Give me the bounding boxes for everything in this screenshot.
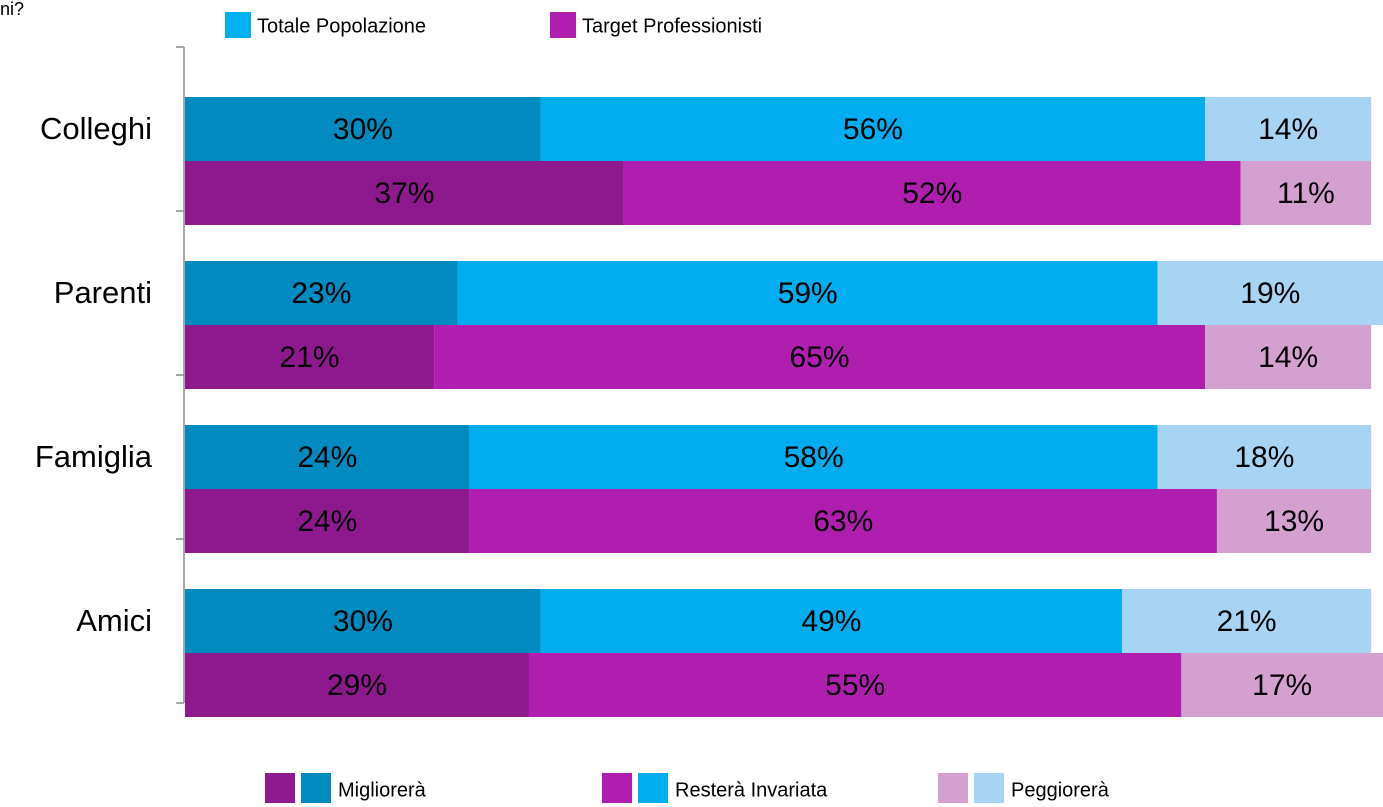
bar-segment — [540, 589, 1123, 653]
value-label: 14% — [1258, 113, 1318, 146]
value-label: 18% — [1234, 441, 1294, 474]
bar-segment — [540, 97, 1206, 161]
value-label: 49% — [801, 605, 861, 638]
bar-segment — [1205, 97, 1372, 161]
bar-segment — [469, 489, 1217, 553]
legend-label: Resterà Invariata — [675, 779, 828, 801]
bar-segment — [1216, 489, 1372, 553]
bar-segment — [469, 425, 1158, 489]
legend-label: Totale Popolazione — [257, 15, 426, 37]
bar-segment — [185, 261, 458, 325]
value-label: 21% — [1217, 605, 1277, 638]
value-label: 30% — [333, 113, 393, 146]
legend-swatch — [265, 773, 295, 803]
bar-segment — [185, 589, 541, 653]
bar-segment — [1240, 161, 1372, 225]
value-label: 23% — [291, 277, 351, 310]
value-label: 13% — [1264, 505, 1324, 538]
value-label: 19% — [1240, 277, 1300, 310]
value-label: 58% — [784, 441, 844, 474]
value-label: 29% — [327, 669, 387, 702]
legend-swatch — [638, 773, 668, 803]
value-label: 37% — [374, 177, 434, 210]
bar-segment — [185, 489, 470, 553]
bar-segment — [1181, 653, 1383, 717]
bar-segment — [1205, 325, 1372, 389]
category-label: Famiglia — [35, 439, 153, 474]
value-label: 14% — [1258, 341, 1318, 374]
value-label: 65% — [790, 341, 850, 374]
legend-label: Target Professionisti — [582, 15, 762, 37]
legend-swatch — [301, 773, 331, 803]
legend-swatch — [602, 773, 632, 803]
bar-segment — [434, 325, 1206, 389]
value-label: 56% — [843, 113, 903, 146]
bar-segment — [185, 97, 541, 161]
value-label: 63% — [813, 505, 873, 538]
bar-segment — [1122, 589, 1372, 653]
value-label: 30% — [333, 605, 393, 638]
value-label: 55% — [825, 669, 885, 702]
bar-segment — [457, 261, 1158, 325]
legend-label: Peggiorerà — [1011, 779, 1110, 801]
bar-segment — [1157, 261, 1383, 325]
bar-segment — [1157, 425, 1372, 489]
value-label: 24% — [297, 441, 357, 474]
value-label: 24% — [297, 505, 357, 538]
bar-segment — [185, 161, 624, 225]
corner-text: ni? — [0, 0, 24, 19]
legend-label: Migliorerà — [338, 779, 427, 801]
bar-segment — [185, 425, 470, 489]
legend-swatch — [974, 773, 1004, 803]
category-label: Colleghi — [40, 111, 152, 146]
bar-segment — [185, 653, 529, 717]
legend-swatch — [225, 12, 251, 38]
bar-segment — [623, 161, 1241, 225]
category-label: Parenti — [54, 275, 152, 310]
category-label: Amici — [76, 603, 152, 638]
legend-swatch — [938, 773, 968, 803]
legend-swatch — [550, 12, 576, 38]
value-label: 59% — [778, 277, 838, 310]
bar-segment — [185, 325, 435, 389]
bar-segment — [528, 653, 1182, 717]
value-label: 17% — [1252, 669, 1312, 702]
value-label: 11% — [1277, 177, 1335, 210]
value-label: 21% — [280, 341, 340, 374]
value-label: 52% — [902, 177, 962, 210]
